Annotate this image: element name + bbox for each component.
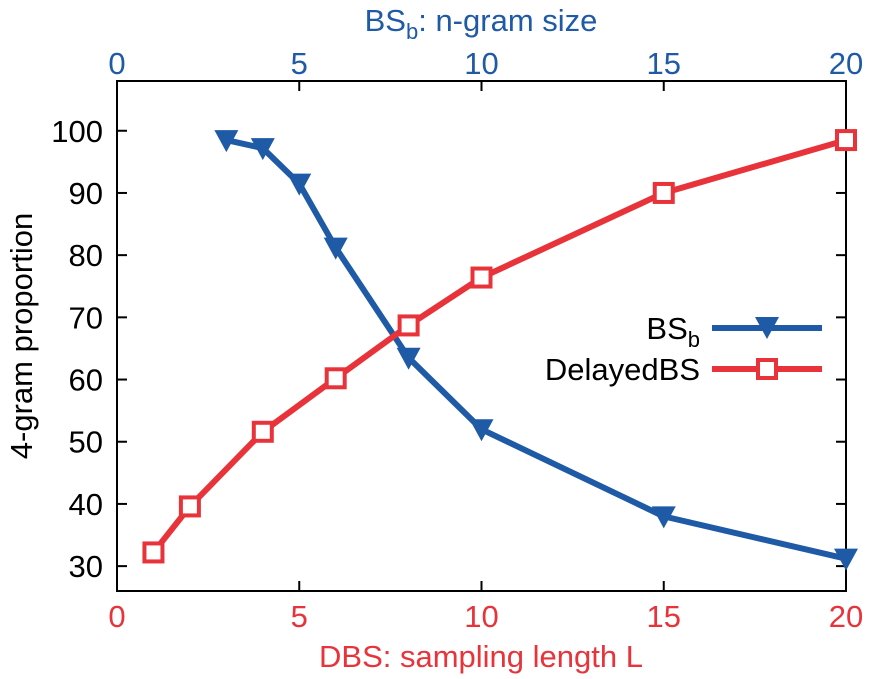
data-point-bs <box>250 138 275 161</box>
x-axis-bottom-label: DBS: sampling length L <box>319 639 643 674</box>
data-point-bs <box>396 347 421 370</box>
x-axis-top-label-rest: : n-gram size <box>418 3 597 38</box>
data-point-dbs <box>324 367 347 390</box>
legend-entry-dbs: DelayedBS <box>545 352 822 387</box>
x-axis-top-label-main: BS <box>365 3 406 38</box>
y-axis-label: 4-gram proportion <box>4 213 39 459</box>
data-point-dbs <box>652 181 675 204</box>
data-point-dbs <box>251 420 274 443</box>
data-point-dbs <box>178 495 201 518</box>
data-point-dbs <box>470 266 493 289</box>
series-line-1 <box>151 137 847 555</box>
data-point-dbs <box>142 541 165 564</box>
y-tick-label: 50 <box>69 425 103 460</box>
legend-label-bs-sub: b <box>688 327 700 352</box>
x-axis-top-label: BSb: n-gram size <box>365 3 598 44</box>
legend-label-dbs: DelayedBS <box>545 352 700 387</box>
series-line-0 <box>225 137 847 562</box>
legend-marker-bs <box>755 317 779 339</box>
legend-marker-dbs <box>756 358 778 380</box>
x-axis-bottom-ticks: 0 5 10 15 20 <box>108 581 863 634</box>
legend: BSb DelayedBS <box>545 311 822 387</box>
x-bottom-tick-label: 5 <box>291 599 308 634</box>
x-top-tick-label: 5 <box>291 46 308 81</box>
y-tick-label: 80 <box>69 238 103 273</box>
data-point-bs <box>287 173 312 196</box>
data-point-bs <box>834 548 858 571</box>
y-tick-label: 100 <box>51 114 103 149</box>
series-layer <box>142 129 858 571</box>
y-tick-label: 70 <box>69 300 103 335</box>
x-axis-top-ticks: 0 5 10 15 20 <box>108 46 863 91</box>
x-top-tick-label: 15 <box>647 46 681 81</box>
x-top-tick-label: 0 <box>108 46 125 81</box>
data-point-dbs <box>835 129 857 152</box>
data-point-bs <box>323 237 348 260</box>
y-tick-label: 40 <box>69 487 103 522</box>
legend-entry-bs: BSb <box>646 311 822 352</box>
x-bottom-tick-label: 10 <box>464 599 498 634</box>
y-axis-ticks: 30 40 50 60 70 80 90 100 <box>51 114 846 584</box>
x-bottom-tick-label: 15 <box>647 599 681 634</box>
y-tick-label: 90 <box>69 176 103 211</box>
legend-label-bs: BSb <box>646 311 700 352</box>
data-point-bs <box>469 419 494 442</box>
data-point-dbs <box>397 314 420 337</box>
x-bottom-tick-label: 0 <box>108 599 125 634</box>
x-top-tick-label: 20 <box>829 46 863 81</box>
y-tick-label: 60 <box>69 363 103 398</box>
legend-label-bs-main: BS <box>646 311 687 346</box>
x-top-tick-label: 10 <box>464 46 498 81</box>
y-tick-label: 30 <box>69 549 103 584</box>
plot-frame <box>116 80 847 592</box>
x-bottom-tick-label: 20 <box>829 599 863 634</box>
x-axis-top-label-sub: b <box>406 19 418 44</box>
data-point-bs <box>214 130 239 153</box>
data-point-bs <box>651 506 676 529</box>
